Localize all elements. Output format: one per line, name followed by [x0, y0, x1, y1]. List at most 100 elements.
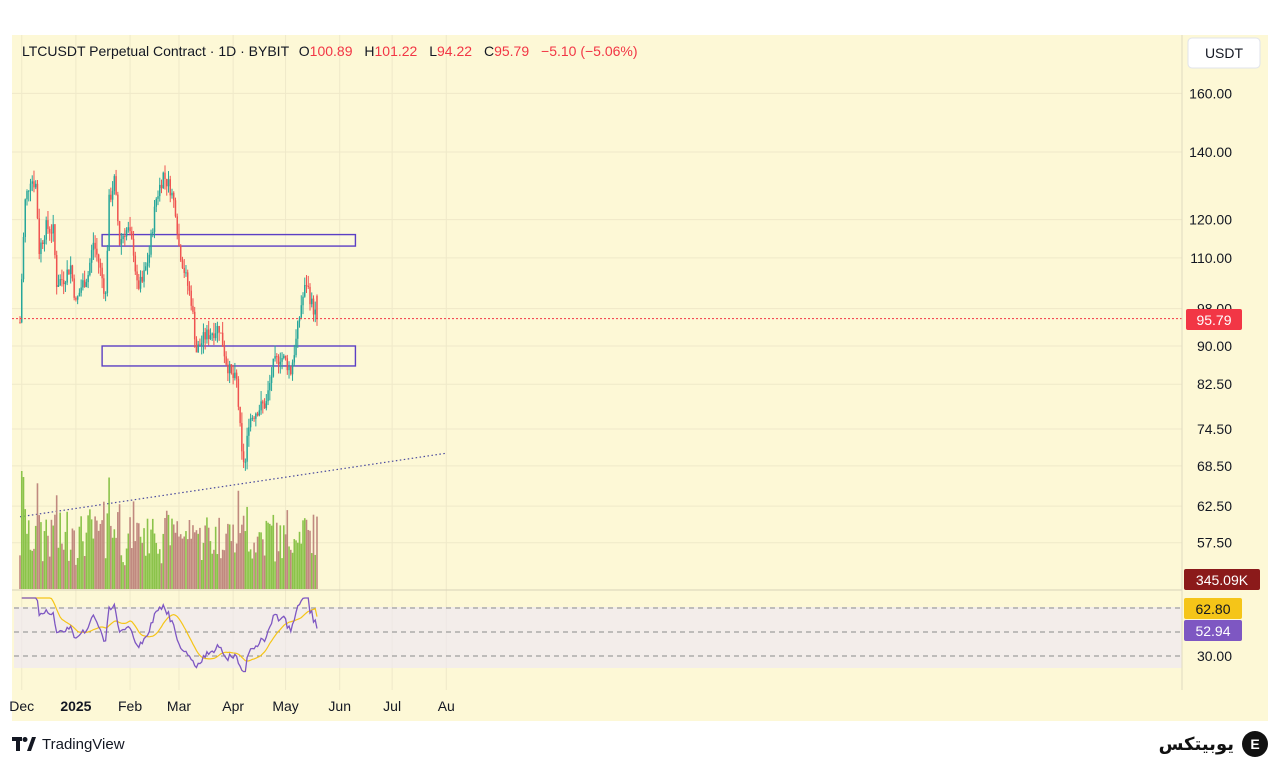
volume-bar: [151, 518, 154, 589]
volume-bar: [92, 538, 95, 589]
volume-bar: [43, 531, 46, 589]
volume-bar: [27, 520, 30, 589]
candle-body: [138, 280, 140, 289]
volume-bar: [157, 553, 159, 589]
volume-bar: [64, 531, 67, 589]
candle-body: [244, 461, 247, 463]
volume-bar: [73, 530, 75, 589]
volume-bar: [265, 520, 268, 589]
volume-bar: [248, 551, 250, 589]
candle-body: [193, 311, 196, 340]
candle-body: [69, 265, 72, 275]
volume-bar: [253, 542, 255, 589]
time-tick-label: Apr: [222, 698, 244, 714]
volume-bar: [284, 534, 287, 589]
volume-bar: [137, 523, 140, 589]
candle-body: [309, 286, 311, 305]
candle-body: [146, 262, 149, 267]
volume-bar: [316, 516, 318, 589]
price-tick-label: 90.00: [1197, 338, 1232, 354]
volume-bar: [125, 548, 128, 589]
candle-body: [71, 265, 74, 279]
candle-body: [297, 321, 299, 339]
volume-bar: [48, 556, 51, 589]
zone-box[interactable]: [101, 345, 357, 367]
candle-body: [167, 179, 170, 187]
volume-bar: [111, 537, 114, 589]
volume-bar: [272, 514, 275, 589]
price-tick-label: 110.00: [1190, 250, 1232, 266]
candle-body: [52, 224, 54, 234]
volume-bar: [181, 538, 184, 589]
candle-body: [78, 292, 81, 297]
candle-body: [47, 220, 49, 229]
volume-bar: [209, 541, 212, 589]
candle-body: [125, 230, 128, 237]
close-value: 95.79: [494, 43, 529, 59]
volume-bar: [165, 510, 168, 589]
volume-bar: [174, 532, 177, 589]
candle-body: [33, 181, 35, 188]
candle-body: [248, 427, 250, 436]
volume-bar: [24, 509, 27, 589]
candle-body: [216, 326, 219, 334]
volume-bar: [199, 527, 201, 589]
candle-body: [291, 362, 294, 375]
volume-bar: [131, 548, 133, 589]
volume-bar: [87, 515, 89, 589]
candle-body: [38, 218, 40, 255]
volume-bar: [296, 542, 299, 589]
volume-bar: [206, 517, 208, 589]
volume-bar: [281, 558, 283, 589]
rsi-tick-label: 30.00: [1197, 648, 1232, 664]
volume-badge: 345.09K: [1184, 569, 1260, 590]
candle-body: [145, 266, 147, 271]
candle-body: [183, 267, 185, 273]
zone-box[interactable]: [101, 233, 357, 247]
candle-body: [148, 254, 151, 263]
volume-bar: [179, 534, 182, 589]
candle-body: [251, 417, 254, 419]
time-axis[interactable]: Dec 2025 Feb Mar Apr May Jun Jul Au: [9, 698, 455, 714]
volume-bar: [262, 539, 264, 589]
volume-bar: [20, 471, 23, 589]
candle-body: [129, 227, 131, 232]
volume-bar: [55, 495, 58, 589]
price-axis[interactable]: 160.00140.00120.00110.0098.0090.0082.507…: [1189, 85, 1232, 550]
open-value: 100.89: [310, 43, 353, 59]
candle-body: [179, 245, 182, 261]
candle-body: [232, 373, 234, 378]
candle-body: [279, 361, 282, 365]
candles: [19, 165, 318, 471]
volume-bar: [197, 533, 199, 589]
volume-bar: [89, 509, 91, 589]
time-tick-label: Dec: [9, 698, 34, 714]
candle-body: [64, 282, 67, 285]
currency-button[interactable]: USDT: [1187, 37, 1261, 69]
time-tick-label: 2025: [60, 698, 91, 714]
candle-body: [124, 236, 126, 238]
candle-body: [143, 270, 145, 282]
volume-bar: [47, 535, 49, 589]
volume-bar: [124, 565, 126, 589]
candle-body: [200, 343, 203, 346]
tradingview-watermark[interactable]: TradingView: [12, 733, 125, 755]
candle-body: [108, 194, 110, 251]
candle-body: [127, 227, 130, 231]
time-tick-label: Feb: [118, 698, 142, 714]
volume-bar: [33, 548, 35, 589]
volume-bar: [302, 520, 304, 589]
volume-bar: [298, 531, 301, 589]
candle-body: [160, 184, 163, 189]
volume-bar: [62, 549, 65, 589]
symbol-title: LTCUSDT Perpetual Contract · 1D · BYBIT: [22, 43, 290, 59]
candle-body: [288, 366, 290, 371]
candle-body: [249, 418, 252, 428]
volume-bar: [52, 525, 54, 589]
candle-body: [29, 183, 32, 191]
change-value: −5.10 (−5.06%): [541, 43, 638, 59]
low-label: L: [429, 43, 437, 59]
volume-bar: [172, 524, 175, 589]
candle-body: [57, 285, 60, 287]
